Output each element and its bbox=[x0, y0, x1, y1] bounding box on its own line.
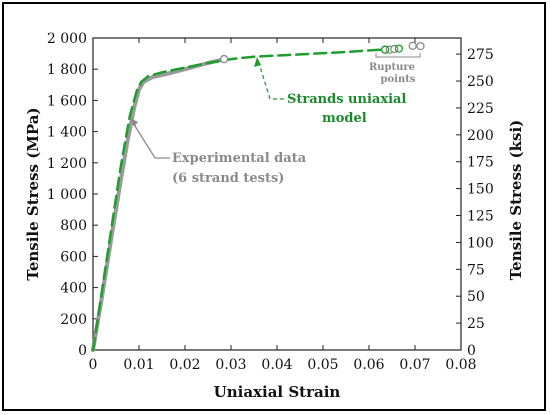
series-group bbox=[91, 47, 394, 352]
x-tick-label: 0.05 bbox=[307, 357, 338, 373]
y-tick-label: 600 bbox=[60, 249, 87, 265]
y-tick-label: 1 200 bbox=[47, 156, 87, 172]
y2-axis-label: Tensile Stress (ksi) bbox=[507, 120, 525, 281]
y2-tick-label: 200 bbox=[467, 128, 494, 144]
rupture-annotation-line2: points bbox=[381, 74, 416, 85]
x-axis-label: Uniaxial Strain bbox=[214, 383, 341, 401]
y-tick-label: 1 600 bbox=[47, 93, 87, 109]
y2-tick-label: 50 bbox=[467, 289, 485, 305]
y2-tick-label: 100 bbox=[467, 235, 494, 251]
y2-tick-label: 250 bbox=[467, 74, 494, 90]
x-tick-label: 0.02 bbox=[169, 357, 200, 373]
y-tick-label: 200 bbox=[60, 312, 87, 328]
y-tick-label: 1 800 bbox=[47, 62, 87, 78]
experimental-annotation-line1: Experimental data bbox=[172, 151, 307, 166]
x-tick-label: 0.08 bbox=[445, 357, 476, 373]
experimental-leader-line bbox=[129, 117, 170, 159]
model-arrowhead bbox=[254, 57, 261, 67]
rupture-annotation-line1: Rupture bbox=[369, 62, 415, 73]
rupture-point-experimental bbox=[416, 41, 425, 51]
x-tick-label: 0.06 bbox=[353, 357, 384, 373]
x-tick-label: 0.04 bbox=[261, 357, 292, 373]
rupture-point-model bbox=[380, 45, 390, 54]
experimental-arrowhead bbox=[130, 118, 138, 127]
y2-tick-label: 0 bbox=[467, 343, 476, 359]
y2-tick-label: 25 bbox=[467, 316, 485, 332]
y-tick-label: 1 000 bbox=[47, 187, 87, 203]
experimental-annotation-line2: (6 strand tests) bbox=[172, 171, 284, 186]
rupture-point-experimental bbox=[219, 54, 229, 64]
x-tick-label: 0.01 bbox=[123, 357, 154, 373]
y-tick-label: 0 bbox=[78, 343, 87, 359]
y2-tick-label: 275 bbox=[467, 47, 494, 63]
y2-tick-label: 175 bbox=[467, 155, 494, 171]
rupture-point-model bbox=[394, 44, 404, 53]
y-axis-label: Tensile Stress (MPa) bbox=[24, 107, 42, 280]
rupture-markers bbox=[219, 41, 425, 64]
y2-tick-label: 225 bbox=[467, 101, 494, 117]
x-tick-label: 0.03 bbox=[215, 357, 246, 373]
rupture-point-experimental bbox=[408, 41, 417, 50]
y-tick-label: 1 400 bbox=[47, 125, 87, 141]
experimental-data-line bbox=[91, 57, 224, 352]
model-annotation-line2: model bbox=[322, 111, 367, 126]
y-tick-label: 400 bbox=[60, 281, 87, 297]
model-leader-line bbox=[257, 59, 284, 100]
y2-tick-label: 125 bbox=[467, 209, 494, 225]
y2-tick-label: 150 bbox=[467, 182, 494, 198]
strands-model-line bbox=[91, 47, 394, 352]
x-tick-label: 0 bbox=[89, 357, 98, 373]
y2-tick-label: 75 bbox=[467, 262, 485, 278]
model-annotation-line1: Strands uniaxial bbox=[287, 92, 406, 107]
y-tick-label: 800 bbox=[60, 218, 87, 234]
x-tick-label: 0.07 bbox=[399, 357, 430, 373]
ticks-group: 0 0.01 0.02 0.03 0.04 0.05 0.06 0.07 0.080200400… bbox=[47, 31, 494, 373]
y-tick-label: 2 000 bbox=[47, 31, 87, 47]
rupture-bracket bbox=[375, 53, 421, 58]
